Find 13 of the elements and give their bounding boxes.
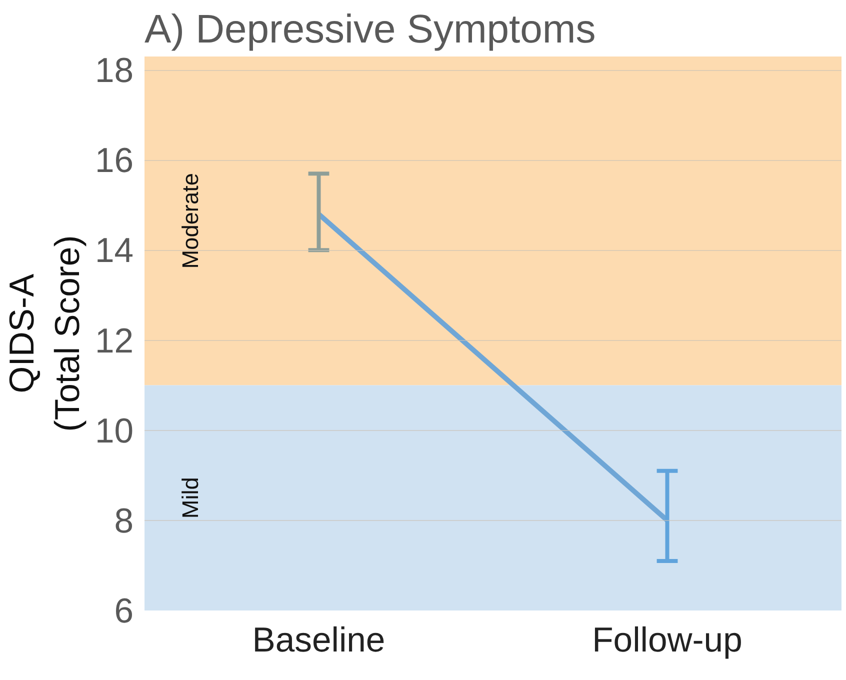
y-tick-label: 18 [94,52,134,90]
y-tick-label: 14 [94,232,134,270]
band-label: Mild [176,477,203,519]
y-axis-title: QIDS-A (Total Score) [3,235,87,432]
x-tick-label: Baseline [252,622,386,660]
x-tick-label: Follow-up [592,622,742,660]
y-tick-label: 6 [114,592,134,630]
y-tick-label: 8 [114,502,134,540]
band-label: Moderate [176,173,203,269]
y-tick-label: 16 [94,142,134,180]
y-tick-label: 10 [94,412,134,450]
chart-title: A) Depressive Symptoms [144,8,596,52]
y-tick-label: 12 [94,322,134,360]
